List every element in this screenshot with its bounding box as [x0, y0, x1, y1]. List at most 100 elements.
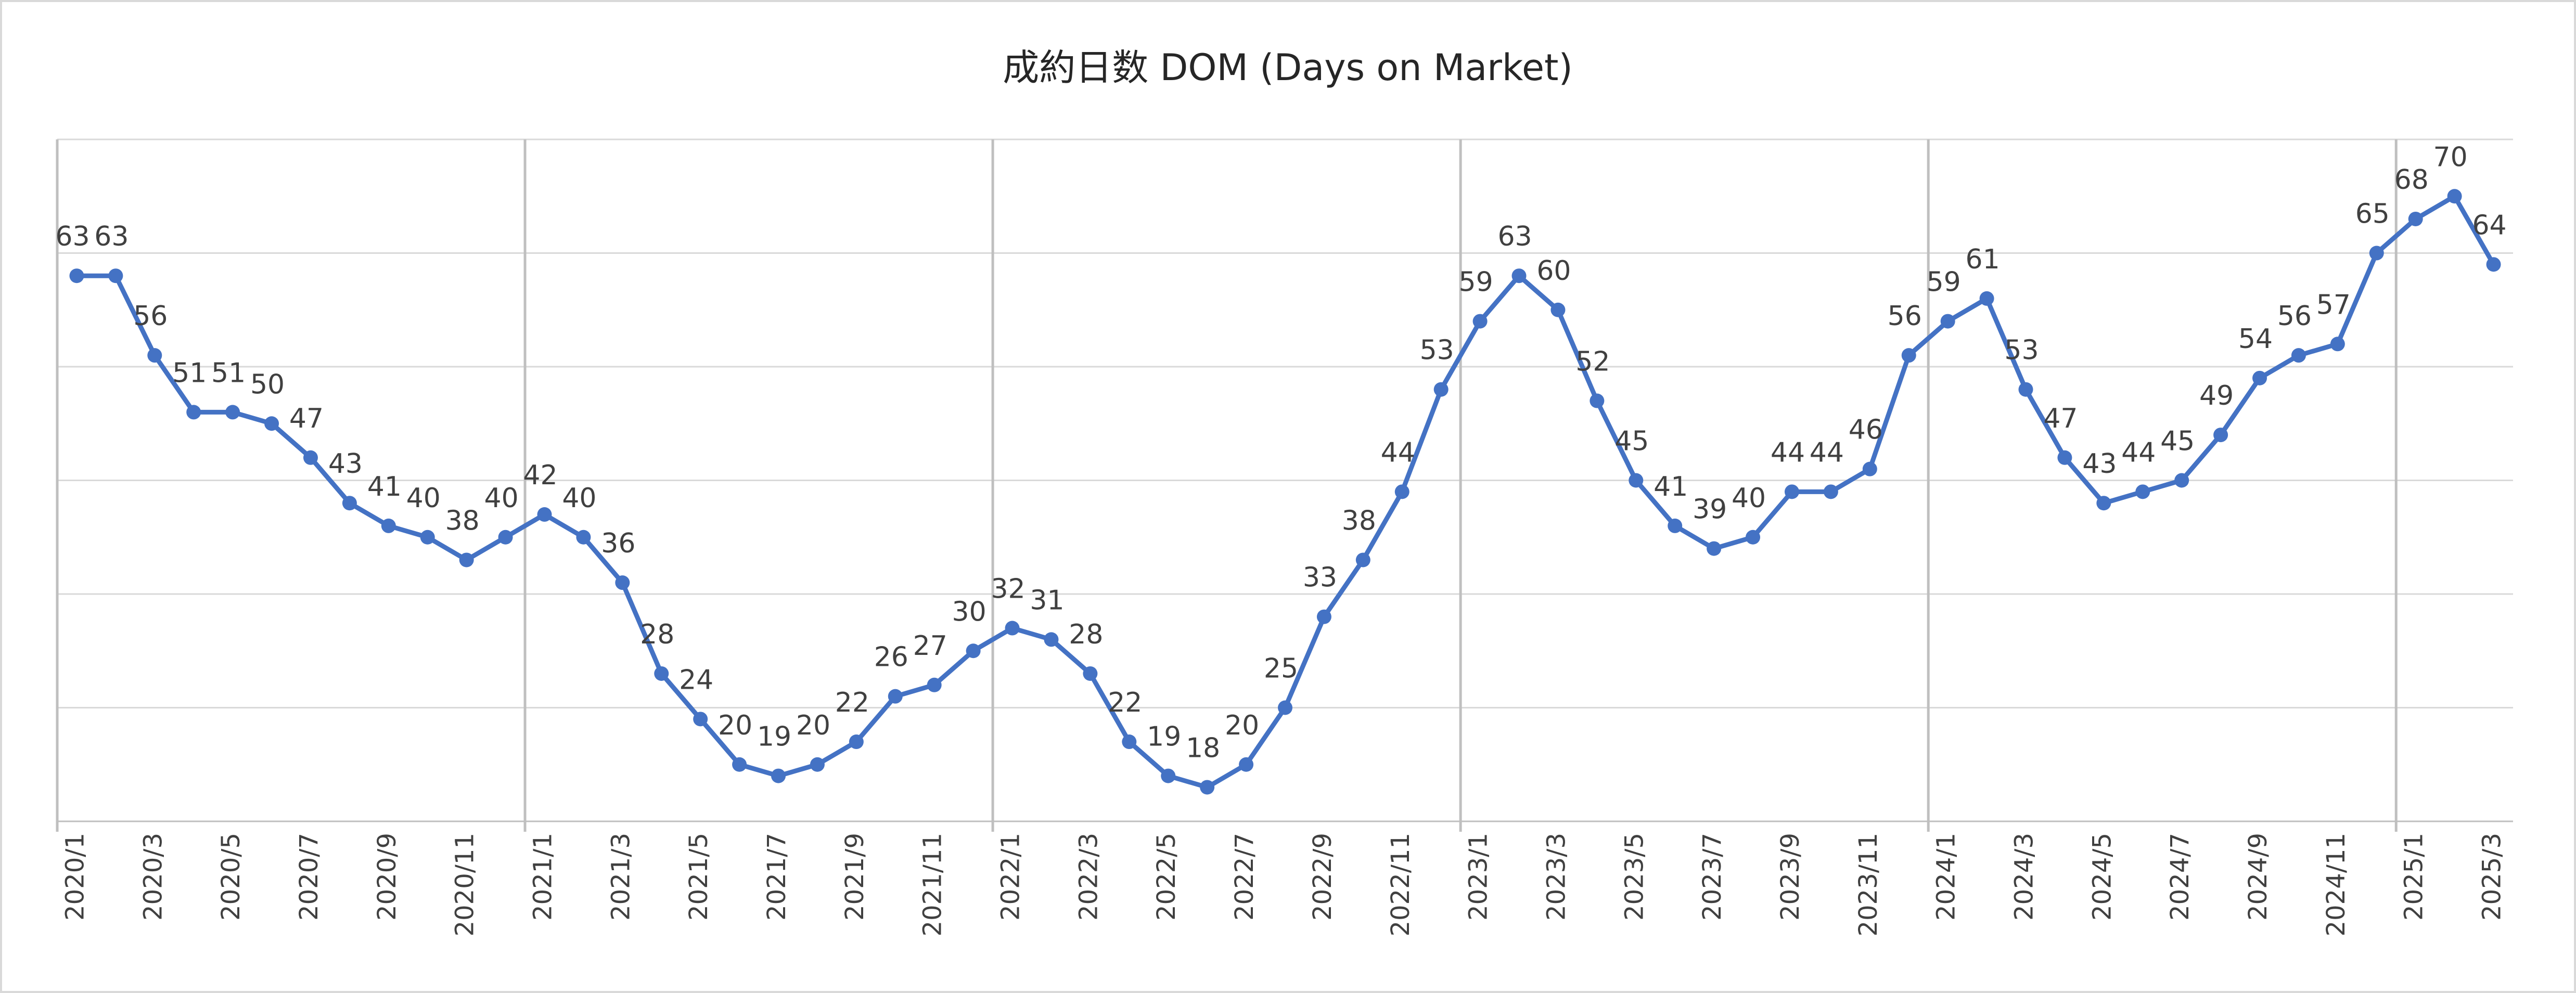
data-label: 65 — [2355, 199, 2390, 230]
data-point — [147, 348, 162, 363]
data-label: 22 — [835, 687, 869, 718]
data-label: 20 — [1225, 710, 1259, 741]
data-label: 38 — [1342, 505, 1376, 536]
x-tick-label: 2022/1 — [996, 833, 1026, 921]
data-point — [2369, 246, 2384, 261]
data-point — [1707, 541, 1722, 556]
data-label: 40 — [406, 483, 441, 514]
data-label: 56 — [2277, 301, 2312, 332]
data-point — [2291, 348, 2306, 363]
data-point — [186, 405, 201, 420]
data-label: 63 — [94, 221, 129, 252]
data-point — [342, 496, 357, 511]
data-point — [654, 666, 669, 681]
data-label: 44 — [2121, 437, 2156, 468]
data-point — [888, 689, 903, 704]
data-point — [576, 530, 591, 545]
data-point — [1629, 473, 1644, 488]
data-label: 33 — [1303, 562, 1337, 594]
data-label: 28 — [640, 619, 674, 650]
data-label: 19 — [757, 721, 791, 753]
data-point — [420, 530, 435, 545]
x-tick-label: 2021/5 — [684, 833, 713, 921]
data-label: 52 — [1575, 346, 1610, 378]
data-label: 47 — [2043, 403, 2078, 434]
x-tick-label: 2020/7 — [294, 833, 324, 921]
x-tick-label: 2024/3 — [2009, 833, 2039, 921]
data-label: 44 — [1771, 437, 1805, 468]
data-label: 57 — [2316, 289, 2351, 320]
x-tick-label: 2024/7 — [2165, 833, 2195, 921]
x-tick-label: 2021/11 — [918, 833, 947, 936]
data-label: 44 — [1381, 437, 1415, 468]
data-label: 60 — [1536, 255, 1571, 287]
data-point — [1161, 768, 1176, 783]
data-label: 40 — [562, 483, 596, 514]
x-tick-label: 2021/7 — [762, 833, 791, 921]
data-label: 40 — [484, 483, 519, 514]
data-point — [849, 734, 864, 750]
data-label: 59 — [1927, 267, 1961, 298]
data-label: 53 — [2004, 335, 2039, 366]
data-label: 63 — [55, 221, 89, 252]
data-point — [1044, 632, 1059, 647]
data-point — [1200, 780, 1215, 795]
chart-title: 成約日数 DOM (Days on Market) — [1003, 46, 1573, 89]
data-point — [1668, 518, 1683, 533]
data-point — [966, 643, 981, 659]
data-label: 59 — [1459, 267, 1493, 298]
data-point — [1901, 348, 1916, 363]
data-point — [1316, 609, 1331, 624]
data-label: 18 — [1186, 732, 1220, 764]
data-point — [498, 530, 513, 545]
data-label: 64 — [2472, 210, 2506, 241]
data-point — [1122, 734, 1137, 750]
data-point — [303, 450, 318, 465]
data-label: 50 — [250, 369, 285, 400]
data-label: 26 — [874, 642, 908, 673]
data-label: 70 — [2433, 141, 2468, 173]
data-point — [1511, 268, 1527, 283]
data-point — [1433, 382, 1449, 397]
data-point — [1472, 314, 1488, 329]
data-point — [1083, 666, 1098, 681]
data-label: 45 — [1614, 426, 1649, 457]
data-point — [2018, 382, 2033, 397]
x-tick-label: 2022/3 — [1074, 833, 1103, 921]
data-point — [810, 757, 825, 772]
x-tick-label: 2024/11 — [2322, 833, 2351, 936]
data-point — [108, 268, 123, 283]
data-label: 31 — [1030, 585, 1064, 616]
data-point — [264, 416, 279, 431]
x-tick-label: 2020/5 — [216, 833, 246, 921]
data-label: 43 — [328, 448, 363, 480]
x-tick-label: 2023/9 — [1776, 833, 1805, 921]
data-point — [225, 405, 240, 420]
x-tick-label: 2020/3 — [138, 833, 168, 921]
data-point — [2213, 428, 2228, 443]
data-label: 68 — [2394, 164, 2429, 196]
x-tick-label: 2023/3 — [1542, 833, 1571, 921]
data-point — [1239, 757, 1254, 772]
data-label: 27 — [913, 630, 947, 662]
data-point — [2174, 473, 2189, 488]
data-point — [1746, 530, 1761, 545]
data-point — [1394, 484, 1409, 499]
data-label: 38 — [445, 505, 480, 536]
x-tick-label: 2021/1 — [529, 833, 558, 921]
data-label: 56 — [133, 301, 168, 332]
data-label: 32 — [991, 574, 1025, 605]
data-label: 46 — [1849, 415, 1883, 446]
x-tick-label: 2022/9 — [1308, 833, 1337, 921]
data-point — [693, 712, 708, 727]
x-tick-label: 2021/3 — [606, 833, 635, 921]
data-point — [771, 768, 786, 783]
x-tick-label: 2020/1 — [60, 833, 89, 921]
data-point — [1550, 302, 1566, 317]
data-point — [1590, 393, 1605, 408]
data-label: 44 — [1810, 437, 1844, 468]
data-label: 43 — [2082, 448, 2117, 480]
data-point — [2486, 257, 2501, 272]
x-tick-label: 2024/5 — [2087, 833, 2117, 921]
data-label: 20 — [796, 710, 830, 741]
